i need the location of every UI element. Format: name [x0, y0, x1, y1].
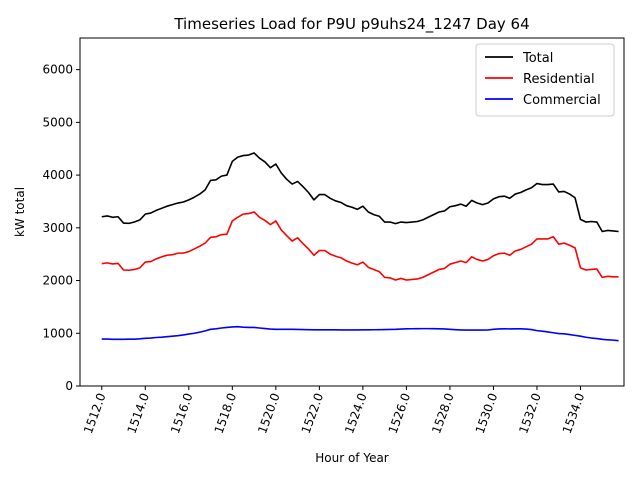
- legend-box: [475, 43, 615, 117]
- y-tick-label: 2000: [42, 274, 73, 288]
- series-line-total: [101, 152, 619, 233]
- x-axis-label: Hour of Year: [315, 451, 389, 465]
- series-line-residential: [101, 211, 619, 281]
- series-line-commercial: [101, 325, 619, 342]
- legend: Total Residential Commercial: [475, 43, 615, 117]
- y-tick-label: 0: [65, 379, 73, 393]
- legend-label-total: Total: [522, 51, 553, 66]
- y-tick-label: 1000: [42, 326, 73, 340]
- series-layer: [101, 152, 619, 342]
- y-axis: 0 1000 2000 3000 4000 5000 6000: [42, 63, 80, 393]
- legend-label-commercial: Commercial: [523, 93, 601, 108]
- y-tick-label: 6000: [42, 63, 73, 77]
- chart-title: Timeseries Load for P9U p9uhs24_1247 Day…: [173, 15, 529, 34]
- y-axis-label: kW total: [13, 187, 27, 237]
- legend-label-residential: Residential: [523, 72, 595, 87]
- y-tick-label: 5000: [42, 115, 73, 129]
- plot-frame: [79, 37, 625, 387]
- y-tick-label: 4000: [42, 168, 73, 182]
- y-tick-label: 3000: [42, 221, 73, 235]
